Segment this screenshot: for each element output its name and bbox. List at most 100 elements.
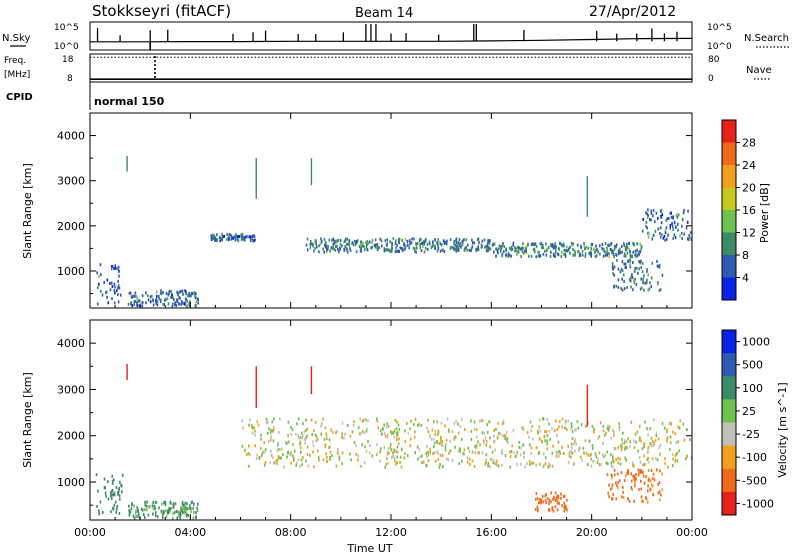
data-cell <box>113 266 115 270</box>
data-cell <box>337 447 339 451</box>
data-cell <box>634 277 636 281</box>
power-colorbar-swatch <box>722 187 736 211</box>
data-cell <box>620 448 623 452</box>
data-cell <box>459 425 461 428</box>
data-cell <box>477 238 479 241</box>
data-cell <box>632 288 634 292</box>
data-cell <box>671 225 674 229</box>
data-cell <box>445 438 448 442</box>
data-cell <box>493 434 495 438</box>
data-cell <box>559 241 561 245</box>
data-cell <box>439 249 442 253</box>
data-cell <box>323 237 326 241</box>
data-cell <box>473 465 476 468</box>
data-cell <box>240 233 242 237</box>
data-cell <box>394 418 397 422</box>
data-cell <box>546 442 549 446</box>
data-cell <box>315 439 318 443</box>
data-cell <box>97 286 99 290</box>
data-cell <box>193 502 195 506</box>
data-cell <box>537 507 539 511</box>
data-cell <box>554 491 557 495</box>
data-cell <box>290 425 292 429</box>
data-cell <box>612 272 614 276</box>
x-tick-label: 12:00 <box>375 526 407 539</box>
data-cell <box>386 457 388 461</box>
data-cell <box>656 458 659 462</box>
data-cell <box>131 502 133 506</box>
data-cell <box>658 263 661 267</box>
data-cell <box>228 238 230 242</box>
data-cell <box>331 238 333 242</box>
data-cell <box>339 242 342 246</box>
data-cell <box>376 243 379 247</box>
data-cell <box>406 454 409 458</box>
data-cell <box>248 423 250 427</box>
data-cell <box>175 509 178 513</box>
data-cell <box>240 238 243 241</box>
data-cell <box>539 437 541 441</box>
data-cell <box>418 448 421 452</box>
data-cell <box>423 242 425 246</box>
data-cell <box>248 418 251 422</box>
data-cell <box>383 247 386 251</box>
data-cell <box>388 248 390 252</box>
data-cell <box>309 453 311 457</box>
data-cell <box>432 243 434 247</box>
data-cell <box>245 453 248 456</box>
data-cell <box>275 459 278 463</box>
data-cell <box>621 495 623 499</box>
data-cell <box>653 442 655 446</box>
data-cell <box>273 461 275 465</box>
data-cell <box>656 282 659 286</box>
data-cell <box>596 461 599 465</box>
data-cell <box>552 444 554 448</box>
noise-left-tick-low: 10^0 <box>54 42 79 52</box>
data-cell <box>532 243 535 247</box>
power-colorbar-swatch <box>722 255 736 278</box>
freq-tick-high: 18 <box>62 55 74 65</box>
data-cell <box>361 443 363 447</box>
data-cell <box>544 430 546 434</box>
data-cell <box>299 442 301 446</box>
data-cell <box>521 249 524 253</box>
data-cell <box>655 468 658 472</box>
data-cell <box>305 459 307 463</box>
data-cell <box>116 289 118 293</box>
data-cell <box>688 236 691 240</box>
data-cell <box>436 420 438 424</box>
data-cell <box>359 417 361 421</box>
data-cell <box>397 450 399 454</box>
data-cell <box>196 509 199 512</box>
data-cell <box>640 266 643 270</box>
data-cell <box>525 246 527 250</box>
data-cell <box>269 438 272 442</box>
data-cell <box>477 242 480 246</box>
data-cell <box>128 291 131 295</box>
data-cell <box>563 501 565 505</box>
data-cell <box>183 503 186 507</box>
data-cell <box>642 471 644 474</box>
data-cell <box>105 494 107 498</box>
data-cell <box>234 238 237 242</box>
data-cell <box>661 472 663 476</box>
data-cell <box>405 244 407 248</box>
data-cell <box>650 276 653 280</box>
data-cell <box>279 417 281 421</box>
data-cell <box>546 447 549 451</box>
data-cell <box>585 451 588 455</box>
data-cell <box>353 420 355 424</box>
data-cell <box>500 247 503 250</box>
data-cell <box>273 417 275 421</box>
data-cell <box>610 461 613 465</box>
data-cell <box>554 255 556 258</box>
data-cell <box>681 217 684 221</box>
data-cell <box>501 243 504 247</box>
data-cell <box>235 233 237 237</box>
data-cell <box>95 473 98 477</box>
data-cell <box>445 242 448 246</box>
data-cell <box>439 463 441 466</box>
data-cell <box>145 291 147 295</box>
data-cell <box>413 423 415 427</box>
data-cell <box>389 249 391 253</box>
